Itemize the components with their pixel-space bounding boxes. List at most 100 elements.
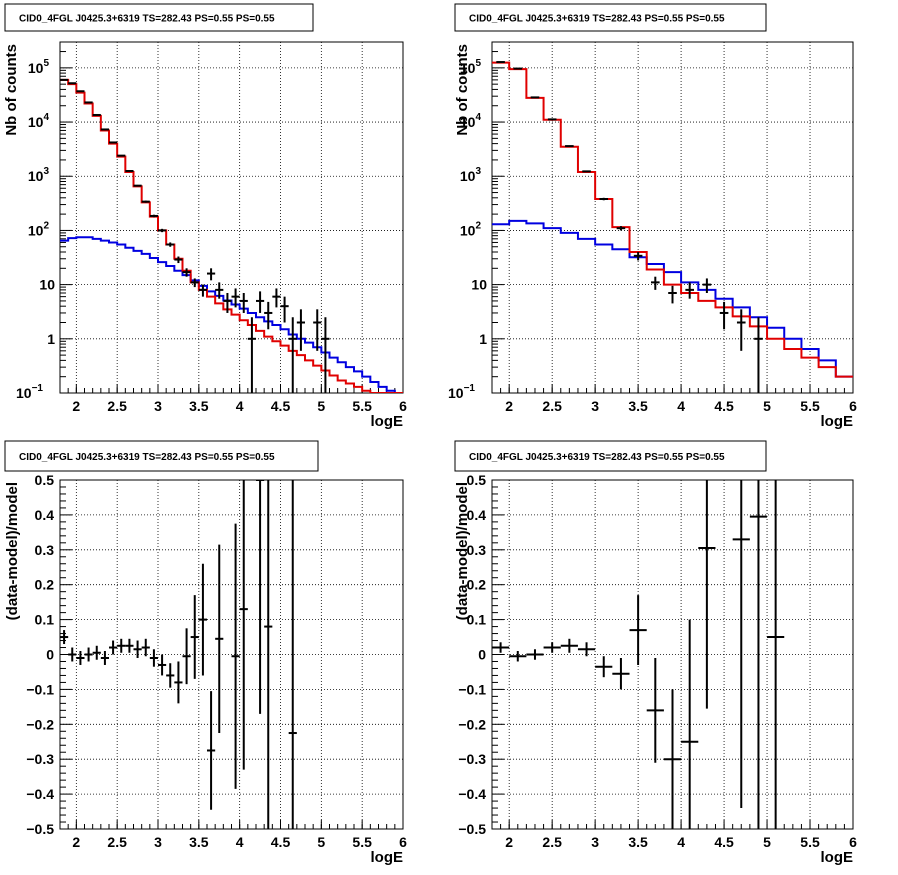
x-tick-label: 5 [763, 834, 771, 850]
x-tick-label: 3 [154, 834, 162, 850]
x-axis-label: logE [821, 413, 854, 430]
plot-area [60, 480, 297, 829]
data-point [141, 638, 150, 657]
data-point [754, 317, 763, 393]
data-point [68, 647, 77, 662]
y-tick-label: −0.1 [26, 681, 54, 697]
data-point [698, 480, 716, 709]
data-point [264, 480, 273, 829]
x-tick-label: 3.5 [628, 834, 648, 850]
x-tick-label: 4.5 [714, 834, 734, 850]
data-point [166, 242, 175, 247]
data-point [296, 309, 305, 351]
data-point [719, 301, 729, 330]
x-tick-label: 4 [677, 834, 685, 850]
y-tick-label: 104 [460, 112, 482, 130]
y-axis-label: (data-model)/model [454, 482, 471, 620]
data-point [125, 638, 134, 653]
data-point [582, 170, 591, 173]
x-tick-label: 4.5 [271, 398, 291, 414]
data-point [92, 645, 101, 660]
y-tick-label: 103 [28, 166, 50, 184]
x-tick-label: 3 [591, 834, 599, 850]
plot-area [492, 480, 785, 829]
plot-frame [59, 41, 404, 394]
data-point [629, 595, 647, 665]
title-box [4, 3, 314, 32]
data-point [565, 145, 574, 148]
data-point [256, 291, 265, 313]
y-tick-label: 0 [46, 647, 54, 663]
data-point [239, 480, 248, 770]
x-tick-label: 5.5 [352, 834, 372, 850]
x-axis-label: logE [371, 849, 404, 866]
data-point [223, 293, 232, 313]
chart-panel-bottom-right: CID0_4FGL J0425.3+6319 TS=282.43 PS=0.55… [454, 440, 857, 866]
data-point [736, 309, 746, 351]
x-tick-label: 5.5 [800, 834, 820, 850]
data-point [239, 293, 248, 313]
x-tick-label: 3.5 [628, 398, 648, 414]
data-point [109, 640, 118, 655]
y-tick-label: 1 [479, 331, 487, 347]
y-tick-label: −0.2 [458, 716, 486, 732]
x-tick-label: 2.5 [542, 398, 562, 414]
data-point [509, 651, 527, 662]
y-tick-label: 0.1 [35, 612, 55, 628]
data-point [149, 214, 158, 218]
data-point [280, 296, 289, 323]
chart-title: CID0_4FGL J0425.3+6319 TS=282.43 PS=0.55… [469, 14, 725, 25]
y-tick-label: 105 [460, 58, 482, 76]
data-point [158, 228, 167, 233]
x-tick-label: 3.5 [189, 398, 209, 414]
data-point [231, 523, 240, 789]
data-point [749, 480, 768, 829]
x-tick-label: 2 [505, 398, 513, 414]
y-tick-label: 0 [478, 647, 486, 663]
data-point [149, 649, 158, 667]
x-tick-label: 3 [591, 398, 599, 414]
model-total-line [60, 78, 403, 393]
title-box [454, 3, 767, 32]
data-point [100, 651, 109, 665]
data-point [668, 285, 677, 304]
y-tick-label: −0.1 [458, 681, 486, 697]
y-tick-label: 10 [471, 277, 487, 293]
data-point [207, 691, 216, 810]
y-tick-label: 0.5 [35, 472, 55, 488]
data-point [633, 251, 643, 261]
data-point [133, 640, 142, 658]
x-tick-label: 6 [399, 398, 407, 414]
y-tick-label: 0.3 [467, 542, 487, 558]
data-point [117, 154, 126, 157]
x-axis-label: logE [371, 413, 404, 430]
y-tick-label: 0.4 [35, 507, 55, 523]
x-tick-label: 6 [849, 398, 857, 414]
data-point [313, 309, 322, 351]
data-point [100, 128, 109, 131]
y-tick-label: 10−1 [448, 383, 475, 401]
data-point [543, 642, 561, 653]
data-point [190, 595, 199, 679]
x-tick-label: 2.5 [107, 398, 127, 414]
data-point [492, 642, 510, 653]
y-axis-label: Nb of counts [3, 44, 20, 136]
y-tick-label: 0.4 [467, 507, 487, 523]
x-tick-label: 4 [236, 834, 244, 850]
data-point [599, 197, 609, 201]
title-box [454, 440, 767, 472]
data-point [288, 480, 297, 829]
y-tick-label: 102 [28, 220, 50, 238]
data-point [577, 642, 596, 657]
data-point [247, 317, 256, 393]
data-point [166, 663, 175, 688]
y-tick-label: 1 [47, 331, 55, 347]
data-point [321, 317, 330, 393]
y-tick-label: 0.2 [35, 577, 55, 593]
y-tick-label: 103 [460, 166, 482, 184]
data-point [158, 654, 167, 676]
x-tick-label: 2 [505, 834, 513, 850]
data-point [681, 619, 699, 829]
data-point [92, 113, 101, 116]
data-point [60, 78, 69, 81]
